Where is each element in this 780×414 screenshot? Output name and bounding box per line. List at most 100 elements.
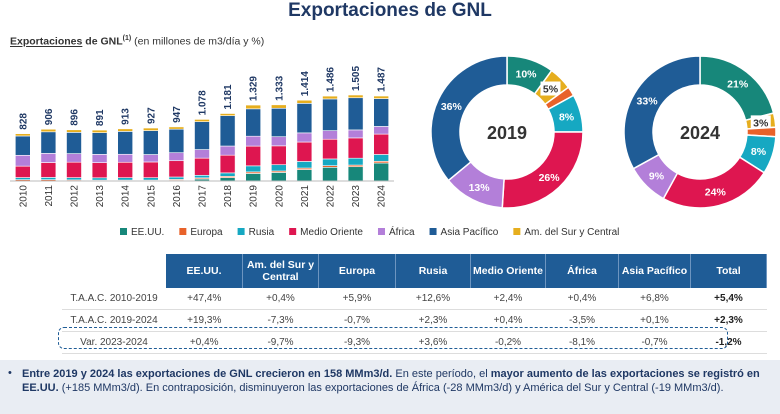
total-label: 906 <box>44 108 55 125</box>
footnote-segment: En este período, el <box>392 368 491 380</box>
x-tick-label: 2012 <box>70 185 81 208</box>
bar-segment <box>219 172 236 177</box>
table-cell: +0,1% <box>618 309 691 332</box>
total-label: 1.333 <box>274 75 285 100</box>
table-cell: T.A.A.C. 2010-2019 <box>62 288 166 310</box>
total-label: 1.487 <box>377 67 388 92</box>
bar-segment <box>117 177 133 181</box>
total-label: 896 <box>70 109 81 126</box>
donut-slice <box>662 156 766 209</box>
title: Exportaciones de GNL <box>288 0 492 21</box>
header-cell: Total <box>690 254 767 288</box>
bar-segment <box>245 135 261 147</box>
bar-segment <box>194 157 210 176</box>
donut-slice <box>501 131 584 209</box>
subtitle-rest: (en millones de m3/día y %) <box>134 35 265 48</box>
bar-segment <box>15 177 31 180</box>
subtitle-note: (1) <box>122 35 132 42</box>
subtitle-bold: Exportaciones <box>10 35 83 48</box>
legend-label: África <box>389 225 415 238</box>
legend-label: EE.UU. <box>131 227 164 238</box>
bar-segment <box>168 128 185 154</box>
slice-label: 9% <box>649 170 665 182</box>
bar-segment <box>347 94 364 99</box>
legend-swatch <box>179 228 187 235</box>
bar-segment <box>322 130 338 140</box>
x-tick-label: 2010 <box>18 185 29 208</box>
donut-title: 2019 <box>487 123 527 143</box>
total-label: 828 <box>18 113 29 130</box>
table-cell: +47,4% <box>166 288 243 310</box>
bar-segment <box>91 177 108 181</box>
x-tick-label: 2011 <box>44 185 55 207</box>
bar-segment <box>219 113 236 116</box>
x-tick-label: 2024 <box>377 185 388 208</box>
total-label: 1.414 <box>300 71 311 96</box>
bar-segment <box>194 149 210 159</box>
bar-segment <box>143 130 159 155</box>
x-tick-label: 2022 <box>326 185 337 208</box>
bar-segment <box>168 176 185 180</box>
bar-segment <box>143 127 159 131</box>
bar-segment <box>347 97 364 131</box>
bar-segment <box>245 108 261 137</box>
bar-segment <box>373 98 390 127</box>
donut-title: 2024 <box>680 123 720 143</box>
bar-segment <box>15 165 31 178</box>
bar-segment <box>270 145 287 166</box>
bar-segment <box>40 128 57 133</box>
slice-label: 13% <box>469 182 491 194</box>
table-body: T.A.A.C. 2010-2019 +47,4% +0,4% +5,9% +12,6%… <box>62 288 767 354</box>
table-header: EE.UU. Am. del Sur y Central Europa Rusia Me… <box>62 254 767 288</box>
donut-slice <box>623 55 701 170</box>
x-tick-label: 2020 <box>274 185 285 208</box>
bullet: • <box>8 367 12 379</box>
bar-segment <box>296 99 313 104</box>
table-cell: +0,4% <box>545 288 619 310</box>
slice-label: 24% <box>705 187 727 199</box>
table-cell: -7,3% <box>242 309 319 332</box>
legend-label: Am. del Sur y Central <box>524 227 619 238</box>
x-tick-label: 2018 <box>223 185 234 208</box>
bar-segment <box>66 161 82 178</box>
table-cell: +0,4% <box>470 309 546 332</box>
table-cell: +5,4% <box>690 288 767 310</box>
header-cell: EE.UU. <box>166 254 243 288</box>
legend-swatch <box>289 228 297 235</box>
legend-label: Europa <box>190 227 223 238</box>
bar-segment <box>117 153 133 163</box>
bar-segment <box>91 162 108 179</box>
legend-swatch <box>377 228 385 235</box>
total-label: 1.078 <box>198 90 209 115</box>
bar-segment <box>117 131 133 155</box>
bar-segment <box>168 126 185 130</box>
bar-segment <box>66 129 82 133</box>
subtitle: Exportaciones de GNL(1) (en millones de … <box>10 35 264 48</box>
label-box <box>750 115 771 130</box>
slice-label: 8% <box>751 146 767 158</box>
table-cell: +6,8% <box>618 288 691 310</box>
table-cell: +0,4% <box>242 288 319 310</box>
bar-segment <box>40 162 57 178</box>
bar-segment <box>245 165 261 173</box>
bar-segment <box>194 121 210 150</box>
header-cell: Asia Pacífico <box>618 254 691 288</box>
total-label: 1.181 <box>223 84 234 109</box>
bar-segment <box>296 161 313 169</box>
footnote-segment: mayor aumento de las exportaciones se re… <box>22 368 760 394</box>
header-blank <box>62 254 166 288</box>
table-row: T.A.A.C. 2010-2019 +47,4% +0,4% +5,9% +12,6%… <box>62 288 767 310</box>
slice-label: 8% <box>559 112 575 124</box>
bar-segment <box>296 132 313 143</box>
highlight-box <box>58 327 728 349</box>
header-cell: Am. del Sur y Central <box>242 254 319 288</box>
bar-segment <box>91 129 108 133</box>
bar-segment <box>143 154 159 163</box>
header-cell: Europa <box>318 254 396 288</box>
slice-label: 33% <box>637 96 659 108</box>
bar-segment <box>40 153 57 163</box>
bar-segment <box>270 172 287 182</box>
slice-label: 10% <box>515 69 537 81</box>
total-label: 947 <box>172 106 183 123</box>
